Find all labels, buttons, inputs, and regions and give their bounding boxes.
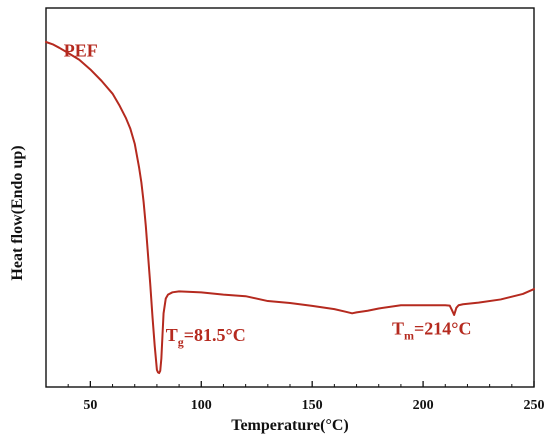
annotation-1: Tg=81.5°C bbox=[166, 325, 246, 349]
annotation-2: Tm=214°C bbox=[392, 318, 471, 342]
x-axis-title: Temperature(°C) bbox=[231, 417, 348, 434]
x-tick-label: 50 bbox=[83, 398, 97, 413]
x-tick-label: 150 bbox=[302, 398, 323, 413]
x-tick-label: 250 bbox=[524, 398, 545, 413]
series-layer bbox=[45, 41, 535, 375]
annotation-layer: PEF Tg=81.5°C Tm=214°C bbox=[64, 41, 472, 349]
y-axis-title: Heat flow(Endo up) bbox=[9, 145, 26, 280]
x-tick-label: 100 bbox=[191, 398, 212, 413]
annotation-0: PEF bbox=[64, 41, 98, 61]
series-line-pef bbox=[45, 41, 535, 375]
x-tick-label: 200 bbox=[413, 398, 434, 413]
x-axis-ticks: 50 100 150 200 250 bbox=[45, 381, 545, 413]
